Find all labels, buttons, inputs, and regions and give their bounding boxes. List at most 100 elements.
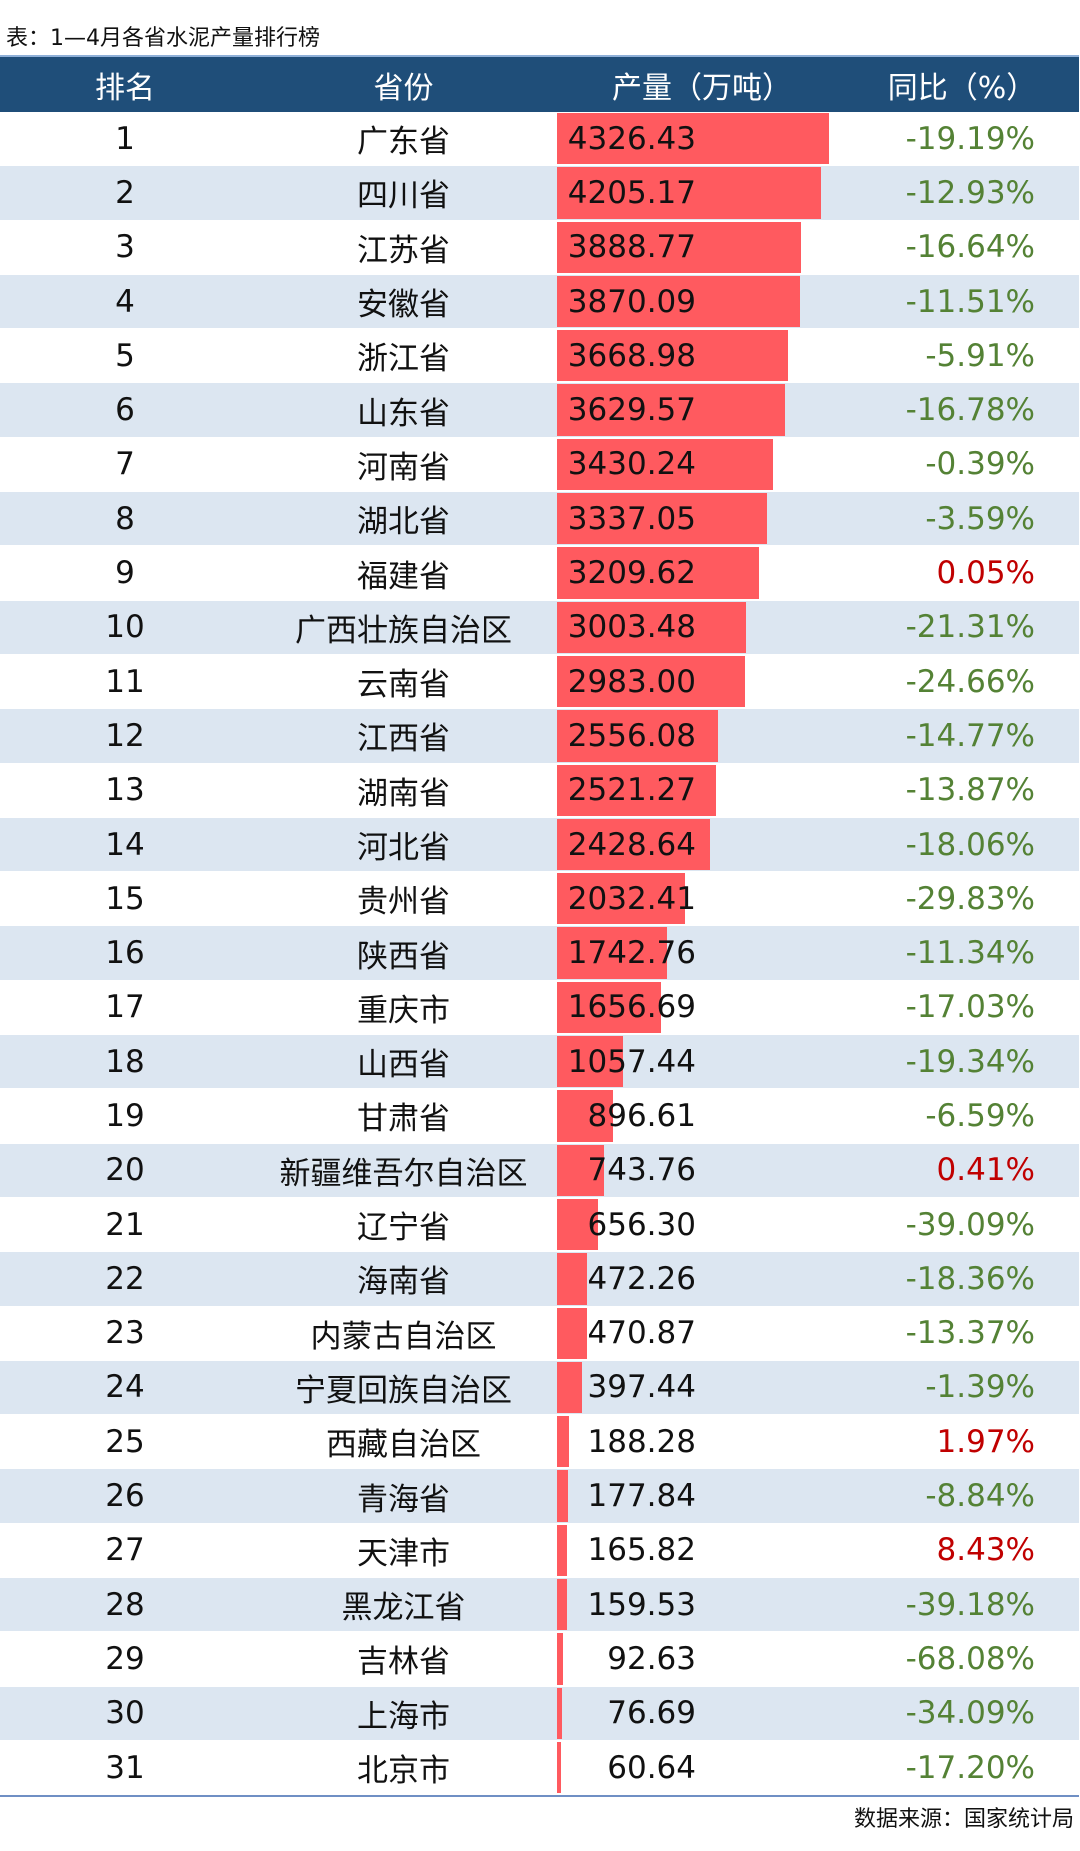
output-bar xyxy=(557,1633,563,1685)
yoy-cell: -68.08% xyxy=(905,1640,1035,1677)
output-bar xyxy=(557,1470,569,1522)
table-row: 21 辽宁省 656.30 -39.09% xyxy=(0,1198,1079,1253)
province-cell: 新疆维吾尔自治区 xyxy=(279,1155,528,1192)
yoy-cell: -6.59% xyxy=(925,1097,1035,1134)
province-cell: 宁夏回族自治区 xyxy=(295,1372,512,1409)
output-value: 470.87 xyxy=(587,1315,696,1352)
output-value: 472.26 xyxy=(587,1260,696,1297)
output-bar xyxy=(557,1579,568,1631)
output-bar xyxy=(557,655,745,708)
table-row: 8 湖北省 3337.05 -3.59% xyxy=(0,492,1079,547)
table-title: 表：1—4月各省水泥产量排行榜 xyxy=(6,26,320,51)
table-row: 23 内蒙古自治区 470.87 -13.37% xyxy=(0,1307,1079,1361)
output-value: 656.30 xyxy=(587,1206,696,1243)
output-cell: 2556.08 xyxy=(557,709,847,762)
output-bar xyxy=(557,927,667,979)
rank-cell: 20 xyxy=(105,1152,145,1189)
province-cell: 陕西省 xyxy=(357,938,450,975)
rank-cell: 21 xyxy=(105,1206,145,1243)
table-row: 29 吉林省 92.63 -68.08% xyxy=(0,1632,1079,1687)
output-cell: 3209.62 xyxy=(557,546,847,599)
province-cell: 吉林省 xyxy=(357,1644,450,1681)
yoy-cell: 1.97% xyxy=(936,1423,1035,1460)
output-value: 188.28 xyxy=(587,1423,696,1460)
output-cell: 3668.98 xyxy=(557,329,847,382)
province-cell: 江苏省 xyxy=(357,232,450,269)
output-bar xyxy=(557,1524,568,1577)
province-cell: 江西省 xyxy=(357,721,450,758)
output-value: 177.84 xyxy=(587,1478,696,1515)
output-cell: 3629.57 xyxy=(557,383,847,436)
rank-cell: 4 xyxy=(115,283,135,320)
output-bar xyxy=(557,710,718,762)
output-bar xyxy=(557,438,773,491)
header-rank: 排名 xyxy=(95,70,155,106)
output-cell: 656.30 xyxy=(557,1198,847,1251)
header-province: 省份 xyxy=(373,70,434,106)
yoy-cell: -17.03% xyxy=(905,989,1035,1026)
output-bar xyxy=(557,113,829,165)
output-value: 3668.98 xyxy=(567,337,696,374)
table-row: 15 贵州省 2032.41 -29.83% xyxy=(0,872,1079,927)
province-cell: 贵州省 xyxy=(357,884,450,921)
output-cell: 60.64 xyxy=(557,1741,847,1794)
output-value: 3888.77 xyxy=(567,229,696,266)
table-row: 30 上海市 76.69 -34.09% xyxy=(0,1686,1079,1741)
output-cell: 896.61 xyxy=(557,1089,847,1142)
table-row: 20 新疆维吾尔自治区 743.76 0.41% xyxy=(0,1143,1079,1198)
output-value: 2521.27 xyxy=(567,772,696,809)
rank-cell: 22 xyxy=(105,1260,145,1297)
output-value: 743.76 xyxy=(587,1152,696,1189)
output-value: 397.44 xyxy=(587,1369,696,1406)
rank-cell: 13 xyxy=(105,772,145,809)
yoy-cell: -19.34% xyxy=(905,1043,1035,1080)
rank-cell: 1 xyxy=(115,120,135,157)
output-bar xyxy=(557,601,746,653)
province-cell: 天津市 xyxy=(357,1535,450,1572)
output-value: 1057.44 xyxy=(567,1043,696,1080)
province-cell: 北京市 xyxy=(357,1753,450,1790)
rank-cell: 7 xyxy=(115,446,135,483)
table-row: 12 江西省 2556.08 -14.77% xyxy=(0,709,1079,764)
rank-cell: 30 xyxy=(105,1695,145,1732)
output-cell: 177.84 xyxy=(557,1469,847,1522)
province-cell: 四川省 xyxy=(357,178,450,215)
yoy-cell: -16.64% xyxy=(905,229,1035,266)
output-bar xyxy=(557,1416,569,1468)
output-cell: 3430.24 xyxy=(557,438,847,491)
province-cell: 福建省 xyxy=(357,558,450,595)
output-bar xyxy=(557,547,759,599)
output-cell: 76.69 xyxy=(557,1687,847,1740)
table-row: 4 安徽省 3870.09 -11.51% xyxy=(0,274,1079,330)
province-cell: 河南省 xyxy=(357,449,450,486)
output-value: 1656.69 xyxy=(567,989,696,1026)
province-cell: 青海省 xyxy=(357,1481,450,1518)
rank-cell: 18 xyxy=(105,1043,145,1080)
yoy-cell: -12.93% xyxy=(905,174,1035,211)
output-cell: 188.28 xyxy=(557,1415,847,1468)
rank-cell: 12 xyxy=(105,717,145,754)
table-row: 27 天津市 165.82 8.43% xyxy=(0,1524,1079,1579)
yoy-cell: -3.59% xyxy=(925,500,1035,537)
rank-cell: 15 xyxy=(105,880,145,917)
yoy-cell: -39.09% xyxy=(905,1206,1035,1243)
yoy-cell: -17.20% xyxy=(905,1749,1035,1786)
ranking-table: 排名 省份 产量（万吨） 同比（%） 1 广东省 4326.43 -19.19% 2 四川… xyxy=(0,55,1079,1796)
table-row: 14 河北省 2428.64 -18.06% xyxy=(0,817,1079,873)
table-row: 25 西藏自治区 188.28 1.97% xyxy=(0,1415,1079,1470)
province-cell: 广西壮族自治区 xyxy=(295,612,512,649)
output-bar xyxy=(557,873,685,925)
province-cell: 湖北省 xyxy=(357,504,450,541)
yoy-cell: -24.66% xyxy=(905,663,1035,700)
province-cell: 辽宁省 xyxy=(357,1210,450,1247)
table-row: 7 河南省 3430.24 -0.39% xyxy=(0,438,1079,493)
yoy-cell: 8.43% xyxy=(936,1532,1035,1569)
table-row: 16 陕西省 1742.76 -11.34% xyxy=(0,926,1079,981)
province-cell: 浙江省 xyxy=(357,341,450,378)
header-yoy: 同比（%） xyxy=(887,70,1037,106)
output-value: 2032.41 xyxy=(567,880,696,917)
output-cell: 165.82 xyxy=(557,1524,847,1577)
output-cell: 3003.48 xyxy=(557,601,847,654)
output-cell: 4326.43 xyxy=(557,112,847,165)
yoy-cell: -29.83% xyxy=(905,880,1035,917)
